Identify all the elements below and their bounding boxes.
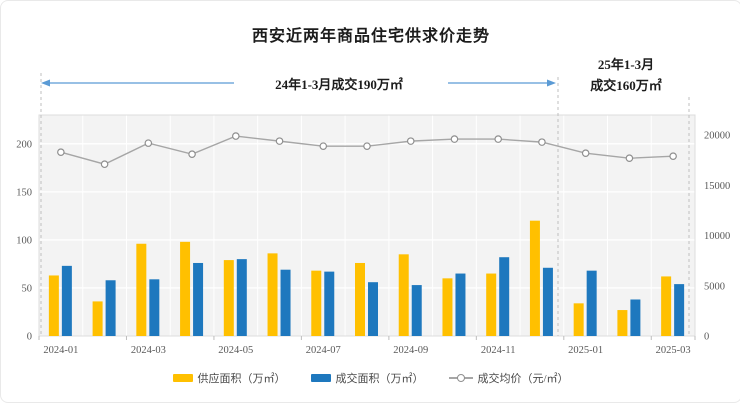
annotation-2025-line2: 成交160万㎡ [590, 78, 662, 93]
supply-bar [92, 301, 103, 336]
transaction-bar [61, 265, 72, 336]
legend-label-transaction: 成交面积（万㎡） [335, 373, 424, 385]
supply-bar [529, 220, 540, 336]
left-axis-label: 200 [16, 139, 32, 150]
supply-bar [311, 270, 322, 336]
arrow-head-left-icon [41, 79, 50, 87]
price-marker [538, 138, 546, 146]
supply-bar [48, 275, 59, 336]
transaction-bar [368, 282, 378, 336]
x-axis-label: 2024-05 [218, 345, 253, 356]
plot-border [38, 114, 696, 337]
supply-bar [617, 310, 628, 336]
legend-label-price: 成交均价（元/㎡） [477, 373, 569, 385]
supply-bar [267, 253, 278, 336]
x-axis-label: 2025-01 [568, 345, 603, 356]
price-marker [669, 152, 677, 160]
price-marker [275, 137, 284, 145]
price-marker [319, 142, 328, 150]
supply-bar [223, 260, 234, 336]
price-marker [450, 135, 459, 143]
chart-title: 西安近两年商品住宅供求价走势 [251, 28, 490, 45]
left-axis-label: 0 [27, 332, 32, 343]
supply-bar [486, 273, 497, 336]
transaction-bar [674, 284, 685, 336]
x-axis-label: 2024-11 [481, 345, 516, 356]
transaction-bar [149, 279, 160, 336]
supply-bar [180, 241, 191, 336]
x-axis-label: 2024-09 [393, 345, 428, 356]
right-axis-label: 10000 [704, 231, 730, 242]
supply-bar [661, 276, 672, 336]
legend-item-transaction: 成交面积（万㎡） [311, 370, 423, 386]
x-axis-label: 2024-03 [131, 345, 166, 356]
x-axis-label: 2024-01 [43, 345, 78, 356]
transaction-bar [324, 271, 335, 336]
price-marker [100, 160, 109, 169]
price-marker [625, 154, 634, 162]
legend-label-supply: 供应面积（万㎡） [197, 373, 286, 385]
transaction-bar [280, 269, 291, 336]
transaction-bar [630, 299, 641, 336]
right-axis-label: 5000 [704, 281, 725, 292]
transaction-bar [455, 273, 466, 336]
left-axis-label: 100 [16, 235, 32, 246]
right-axis-label: 15000 [704, 181, 730, 192]
transaction-bar [193, 262, 204, 336]
legend-item-supply: 供应面积（万㎡） [173, 370, 285, 386]
supply-bar [442, 278, 453, 336]
price-marker [57, 148, 65, 156]
price-marker [494, 135, 503, 143]
supply-bar [136, 243, 147, 336]
left-axis-label: 50 [22, 283, 33, 294]
transaction-bar [542, 267, 553, 336]
price-marker [232, 132, 240, 140]
transaction-bar [411, 285, 422, 336]
right-axis-label: 0 [704, 332, 709, 343]
legend: 供应面积（万㎡） 成交面积（万㎡） 成交均价（元/㎡） [1, 370, 740, 386]
transaction-bar [236, 259, 247, 336]
right-axis-label: 20000 [704, 131, 730, 142]
legend-item-price: 成交均价（元/㎡） [449, 370, 569, 386]
legend-swatch-price-line [449, 373, 474, 383]
price-marker [363, 142, 371, 150]
annotation-2025-period: 25年1-3月 成交160万㎡ [559, 54, 693, 96]
annotation-2025-line1: 25年1-3月 [597, 57, 655, 72]
transaction-bar [105, 280, 116, 336]
x-axis-label: 2024-07 [306, 345, 341, 356]
legend-swatch-transaction [311, 374, 332, 382]
price-marker [406, 137, 415, 145]
left-axis-label: 150 [16, 187, 32, 198]
x-axis-label: 2025-03 [656, 345, 691, 356]
legend-price-circle-icon [457, 374, 466, 382]
price-marker [581, 149, 590, 157]
price-marker [188, 150, 196, 158]
transaction-bar [499, 257, 510, 336]
transaction-bar [586, 270, 597, 336]
supply-bar [573, 303, 584, 336]
price-marker [144, 139, 153, 147]
arrow-head-right-icon [547, 79, 556, 87]
supply-bar [398, 254, 409, 336]
annotation-2024-period: 24年1-3月成交190万㎡ [275, 77, 403, 92]
supply-bar [355, 262, 365, 336]
legend-swatch-supply [173, 374, 194, 382]
